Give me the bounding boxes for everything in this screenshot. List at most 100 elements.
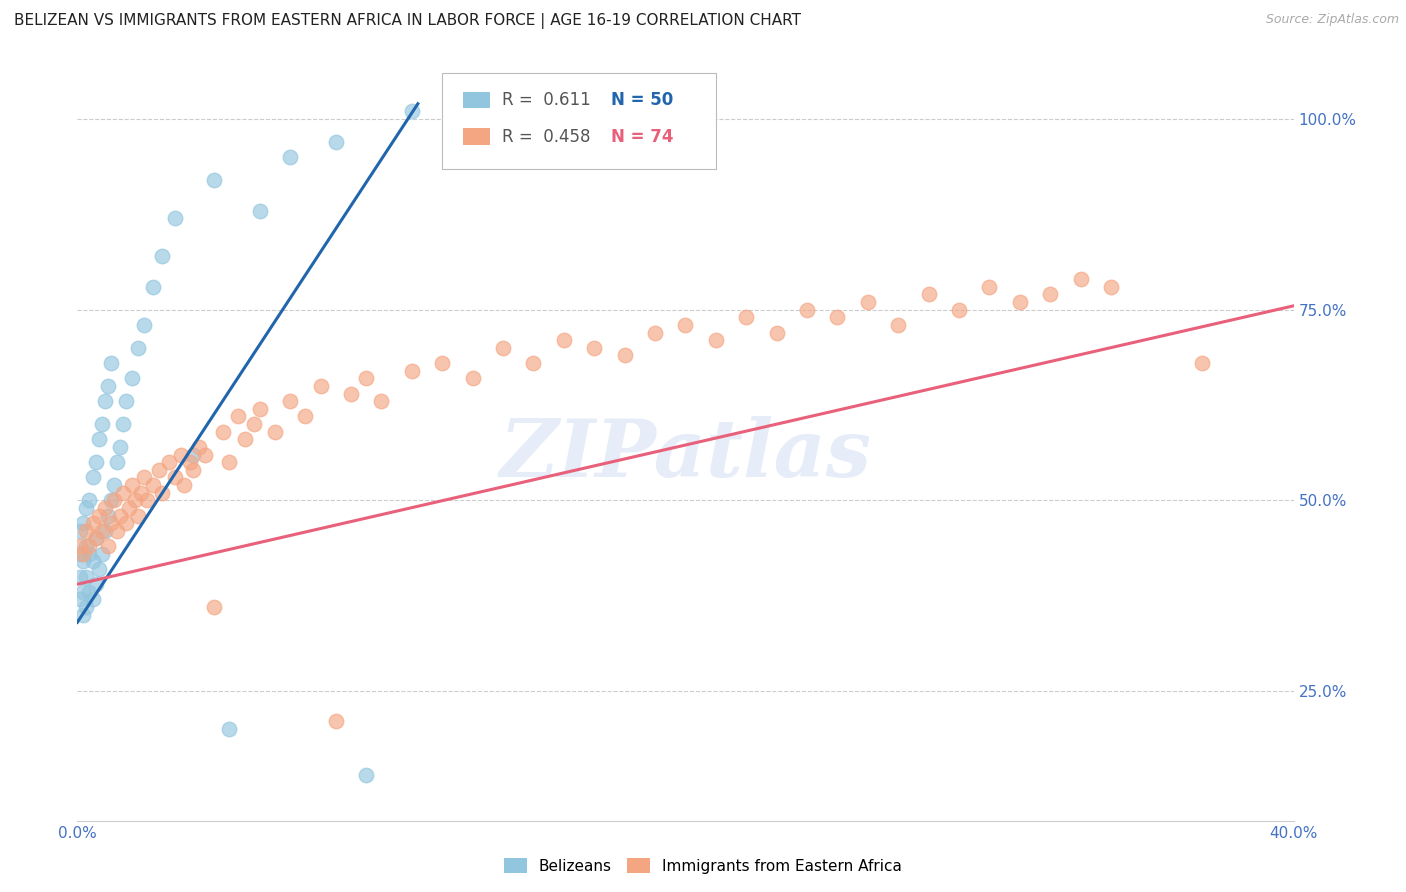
Point — [354, 371, 377, 385]
Point — [765, 326, 787, 340]
Point — [79, 539, 101, 553]
Point — [181, 448, 204, 462]
Point — [202, 600, 225, 615]
Point — [108, 440, 131, 454]
Point — [142, 478, 165, 492]
Point — [613, 348, 636, 362]
Text: BELIZEAN VS IMMIGRANTS FROM EASTERN AFRICA IN LABOR FORCE | AGE 16-19 CORRELATIO: BELIZEAN VS IMMIGRANTS FROM EASTERN AFRI… — [14, 13, 801, 29]
Point — [264, 425, 287, 439]
Point — [325, 714, 347, 729]
Point — [72, 607, 94, 622]
Point — [278, 150, 301, 164]
Point — [948, 302, 970, 317]
Point — [82, 516, 104, 531]
Point — [735, 310, 758, 325]
Point — [103, 493, 125, 508]
Point — [179, 455, 201, 469]
Point — [1070, 272, 1092, 286]
Point — [75, 600, 97, 615]
Point — [69, 592, 91, 607]
Point — [461, 371, 484, 385]
Point — [522, 356, 544, 370]
Point — [72, 516, 94, 531]
Text: Source: ZipAtlas.com: Source: ZipAtlas.com — [1265, 13, 1399, 27]
Point — [583, 341, 606, 355]
Point — [148, 463, 170, 477]
Point — [181, 463, 204, 477]
Point — [93, 524, 115, 538]
Point — [100, 516, 122, 531]
Point — [1191, 356, 1213, 370]
Point — [100, 493, 122, 508]
Point — [84, 532, 107, 546]
Point — [97, 379, 120, 393]
Point — [82, 592, 104, 607]
Point — [1008, 295, 1031, 310]
Point — [228, 409, 250, 424]
Point — [72, 554, 94, 568]
Point — [82, 554, 104, 568]
Point — [111, 485, 134, 500]
Point — [121, 478, 143, 492]
Point — [105, 455, 128, 469]
Point — [194, 448, 217, 462]
Point — [218, 455, 240, 469]
Point — [115, 394, 138, 409]
Point — [553, 333, 575, 347]
Point — [79, 585, 101, 599]
Point — [173, 478, 195, 492]
Point — [93, 394, 115, 409]
Point — [127, 341, 149, 355]
Text: N = 74: N = 74 — [612, 128, 673, 145]
Point — [887, 318, 910, 332]
Point — [136, 493, 159, 508]
Point — [79, 547, 101, 561]
Point — [90, 547, 112, 561]
Point — [918, 287, 941, 301]
Point — [84, 532, 107, 546]
Text: N = 50: N = 50 — [612, 91, 673, 109]
Point — [69, 547, 91, 561]
Point — [249, 401, 271, 416]
Point — [492, 341, 515, 355]
Point — [430, 356, 453, 370]
Point — [75, 569, 97, 583]
Text: R =  0.611: R = 0.611 — [502, 91, 591, 109]
Point — [152, 249, 174, 263]
Point — [202, 173, 225, 187]
Point — [90, 524, 112, 538]
Text: ZIPatlas: ZIPatlas — [499, 416, 872, 493]
Text: R =  0.458: R = 0.458 — [502, 128, 591, 145]
Point — [69, 569, 91, 583]
Point — [100, 356, 122, 370]
Point — [242, 417, 264, 431]
Point — [75, 500, 97, 515]
Point — [69, 524, 91, 538]
Point — [79, 493, 101, 508]
Point — [87, 433, 110, 447]
Point — [97, 539, 120, 553]
Point — [121, 371, 143, 385]
FancyBboxPatch shape — [463, 92, 489, 108]
Point — [294, 409, 316, 424]
Point — [84, 455, 107, 469]
Point — [82, 470, 104, 484]
Legend: Belizeans, Immigrants from Eastern Africa: Belizeans, Immigrants from Eastern Afric… — [498, 852, 908, 880]
Point — [979, 280, 1001, 294]
Point — [75, 524, 97, 538]
Point — [827, 310, 849, 325]
FancyBboxPatch shape — [441, 73, 716, 169]
Point — [134, 318, 156, 332]
Point — [212, 425, 235, 439]
Point — [69, 539, 91, 553]
Point — [856, 295, 879, 310]
Point — [1039, 287, 1062, 301]
Point — [142, 280, 165, 294]
Point — [75, 539, 97, 553]
Point — [354, 768, 377, 782]
Point — [108, 508, 131, 523]
Point — [157, 455, 180, 469]
Point — [309, 379, 332, 393]
Point — [124, 493, 146, 508]
Point — [340, 386, 363, 401]
